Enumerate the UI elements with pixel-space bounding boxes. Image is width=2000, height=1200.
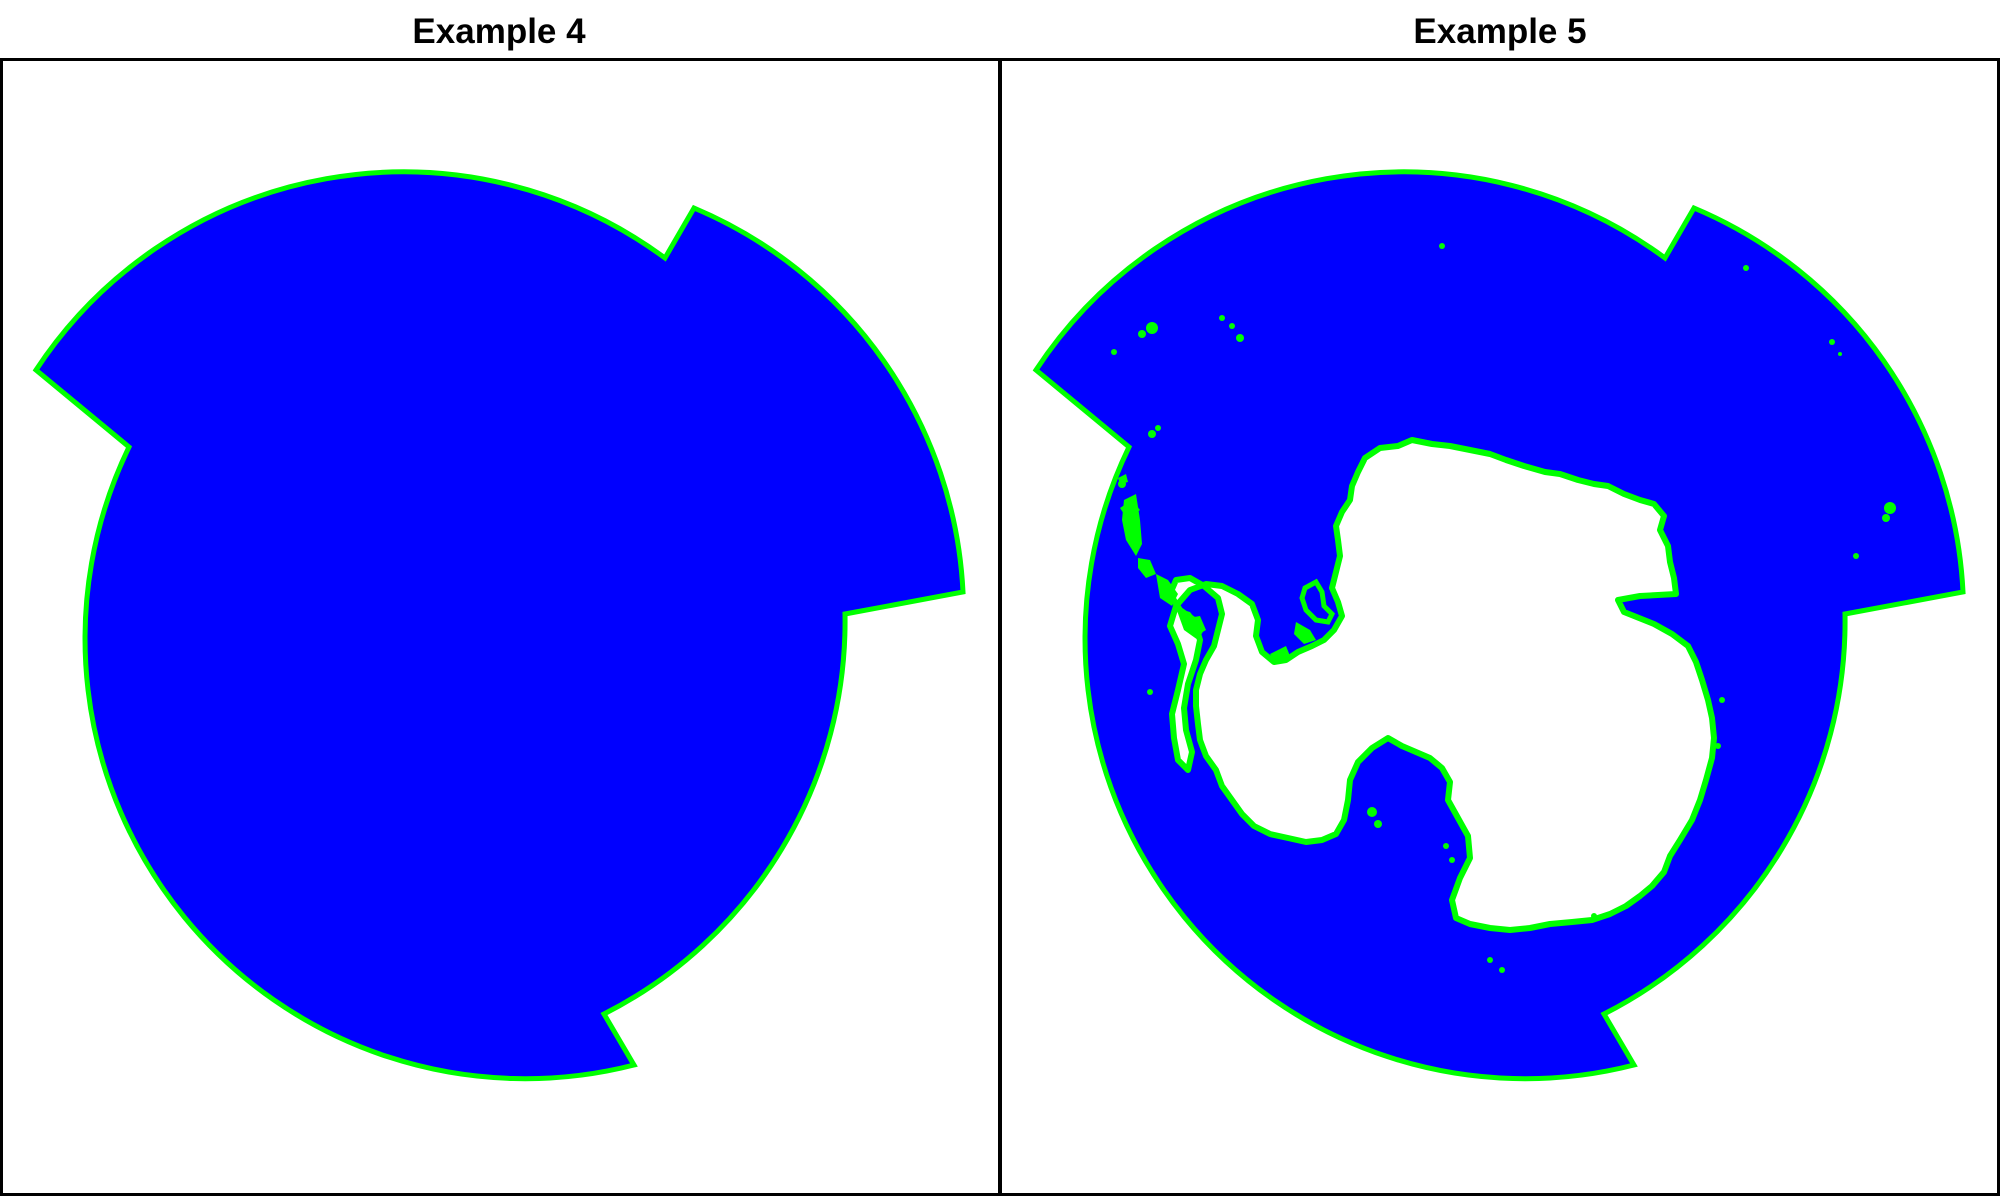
island (1138, 558, 1156, 578)
island (1853, 553, 1859, 559)
island (1487, 957, 1493, 963)
map-panel-frame-right (998, 58, 2000, 1196)
island (1499, 967, 1505, 973)
island (1743, 265, 1749, 271)
island (1229, 323, 1235, 329)
island (1138, 330, 1146, 338)
island (1439, 243, 1445, 249)
ocean-region (32, 169, 966, 1082)
island (1715, 743, 1721, 749)
island (1219, 315, 1225, 321)
island (1374, 820, 1382, 828)
island (1449, 857, 1455, 863)
panel-title-example-4: Example 4 (412, 12, 586, 51)
island (1118, 480, 1126, 488)
island (1443, 843, 1449, 849)
island (1882, 514, 1890, 522)
island (1122, 494, 1142, 556)
island (1591, 913, 1597, 919)
antarctica-landmass (1167, 437, 1717, 933)
island (1719, 697, 1725, 703)
island (1147, 689, 1153, 695)
island (1156, 574, 1178, 606)
island (1367, 807, 1377, 817)
island (1188, 616, 1206, 636)
island (1155, 425, 1161, 431)
island (1270, 646, 1290, 664)
map-example-5 (1032, 169, 1966, 1082)
island (1236, 334, 1244, 342)
island (1829, 339, 1835, 345)
island (1838, 352, 1842, 356)
island (1294, 622, 1316, 644)
map-example-4 (32, 169, 966, 1082)
island (1884, 502, 1896, 514)
island (1111, 349, 1117, 355)
berkner-island (1299, 578, 1336, 625)
panel-title-example-5: Example 5 (1413, 12, 1587, 51)
island (1148, 430, 1156, 438)
island (1146, 322, 1158, 334)
